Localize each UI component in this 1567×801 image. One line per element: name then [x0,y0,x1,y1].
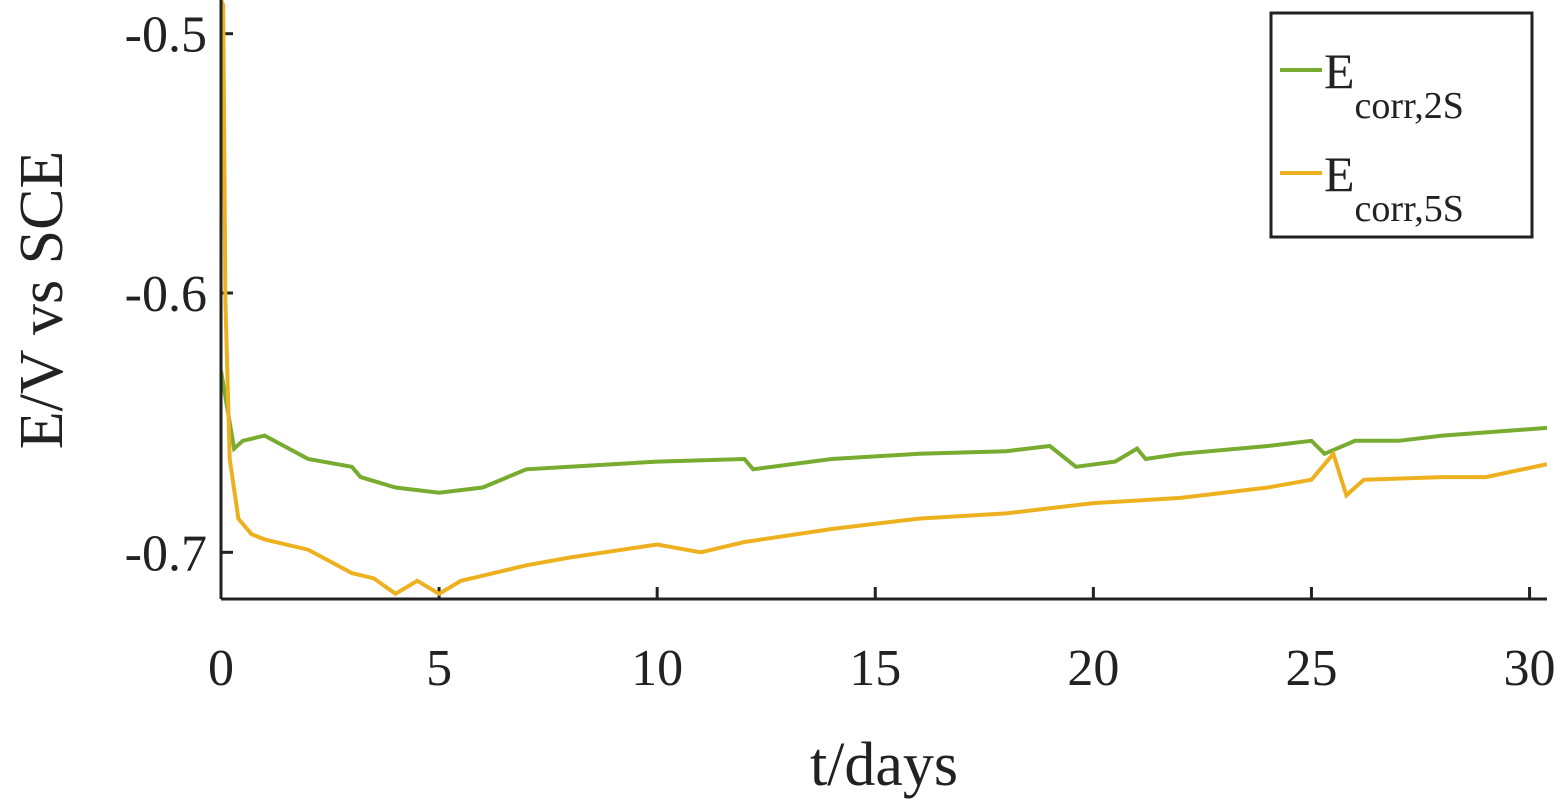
legend-label: Ecorr,2S [1324,43,1464,127]
y-tick-label: -0.5 [125,7,207,64]
legend-box [1269,11,1534,239]
legend-label: Ecorr,5S [1324,146,1464,230]
x-axis-label: t/days [810,731,958,799]
x-tick-label: 0 [208,640,234,697]
y-tick-label: -0.6 [125,266,207,323]
x-tick-label: 25 [1285,640,1337,697]
x-tick-label: 5 [426,640,452,697]
legend-name: E [1324,146,1355,202]
legend-subscript: corr,2S [1355,85,1464,127]
x-tick-label: 15 [849,640,901,697]
y-tick-label: -0.7 [125,525,207,582]
series-line [221,370,1547,495]
x-tick-label: 10 [631,640,683,697]
x-tick-label: 30 [1504,640,1556,697]
legend-subscript: corr,5S [1355,188,1464,230]
series-line [221,0,1547,597]
legend-name: E [1324,43,1355,99]
y-axis-label: E/V vs SCE [8,151,76,450]
x-tick-label: 20 [1067,640,1119,697]
